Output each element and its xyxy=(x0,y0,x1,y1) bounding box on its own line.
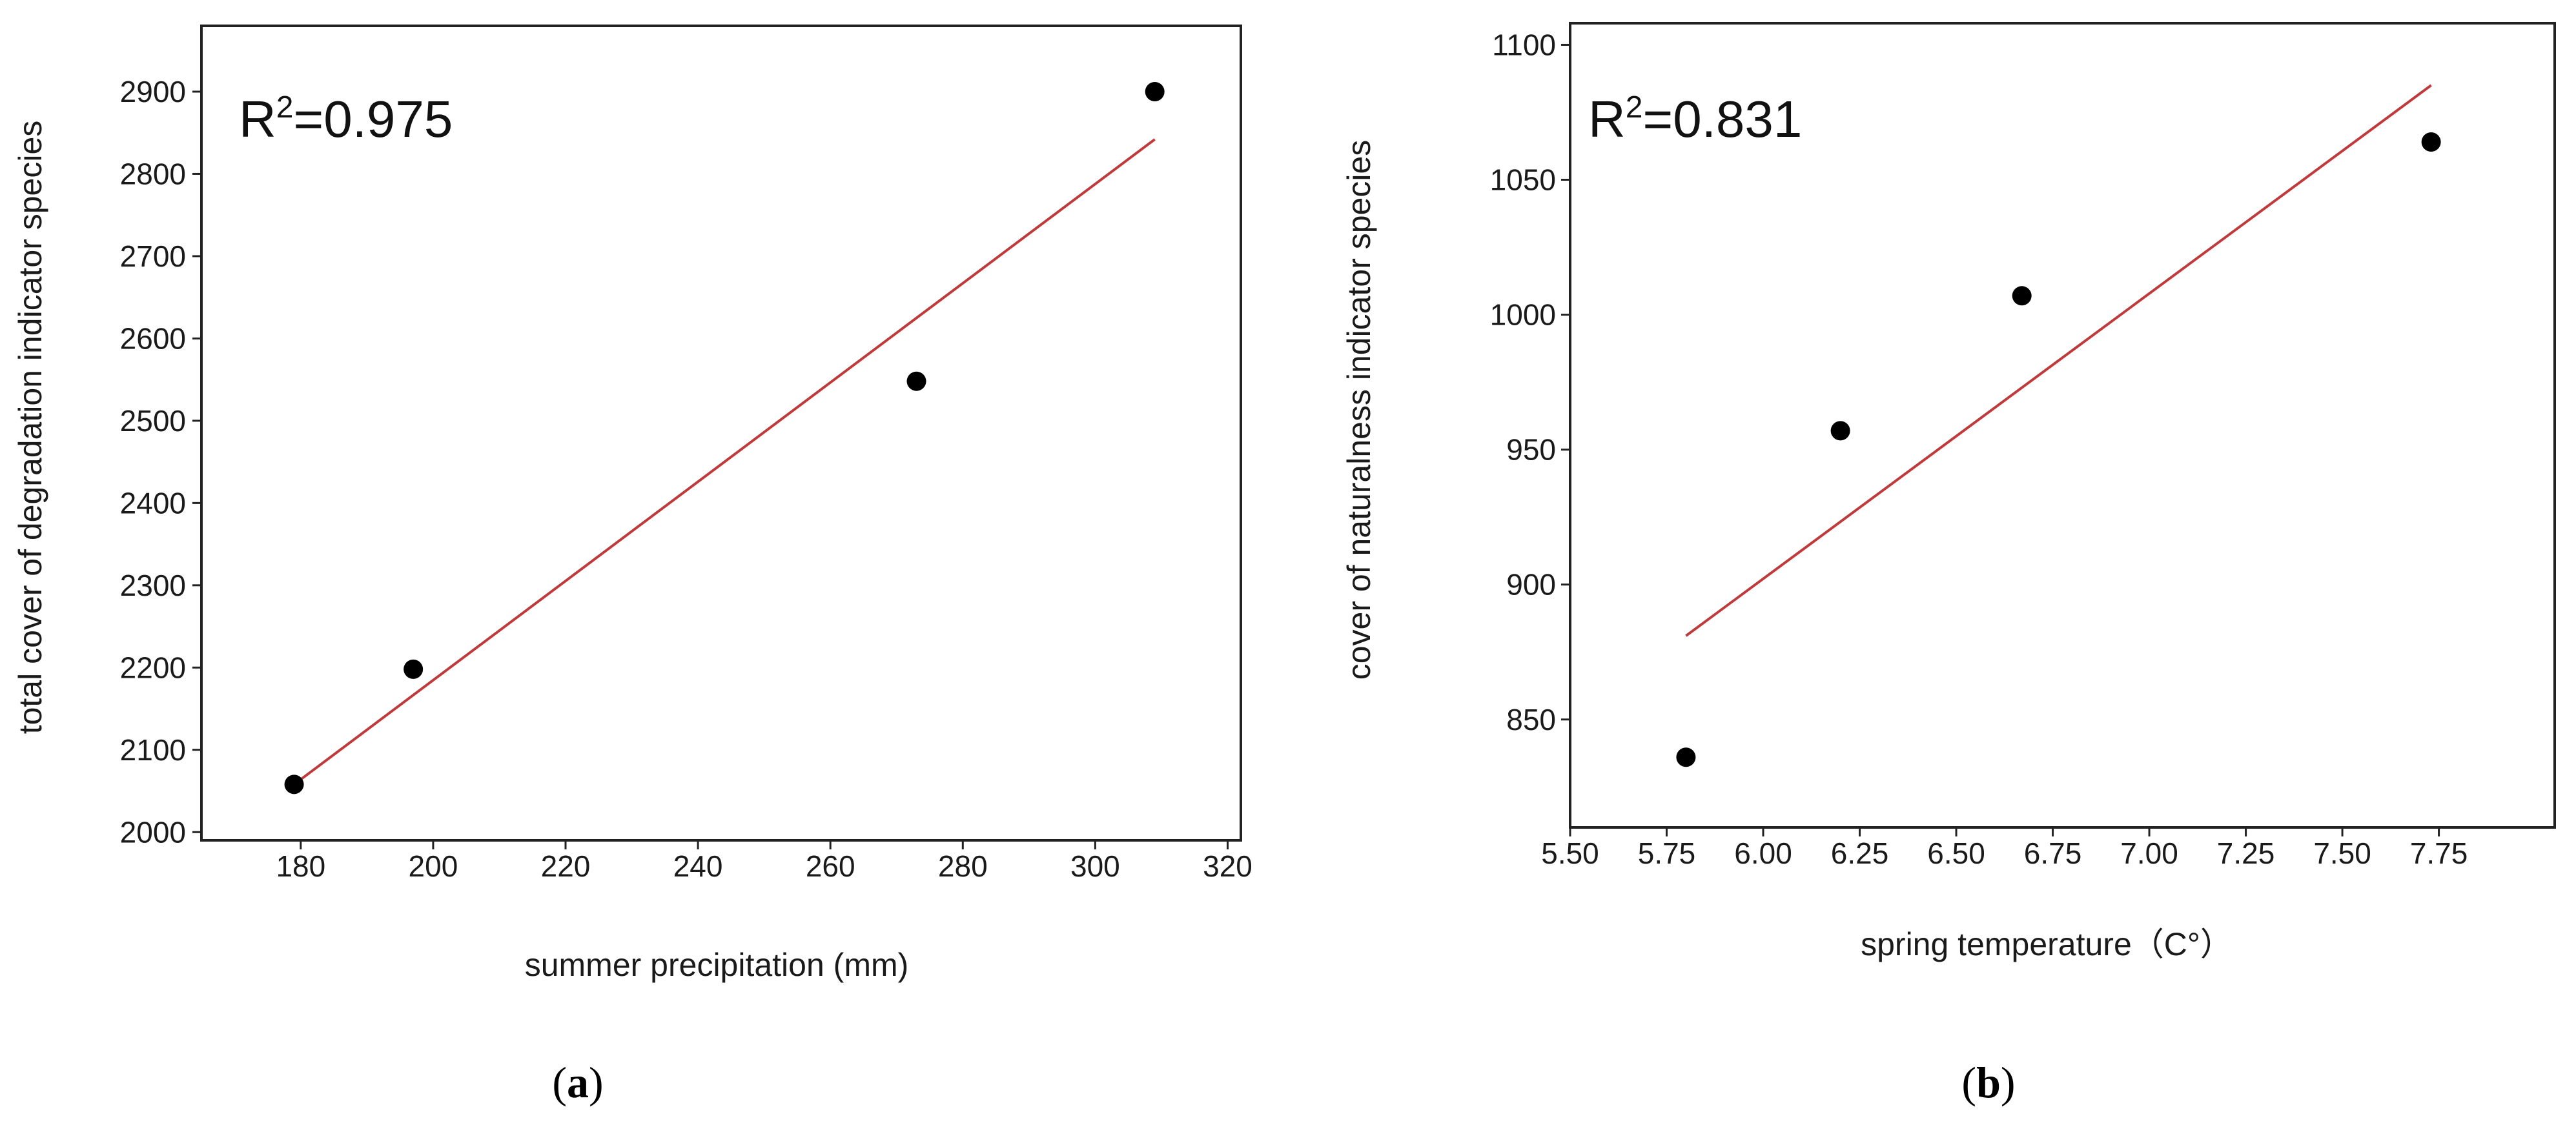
regression-line xyxy=(1685,84,2432,637)
x-tick-label: 7.00 xyxy=(2120,836,2178,870)
y-axis-title-a: total cover of degradation indicator spe… xyxy=(12,121,48,734)
data-point xyxy=(906,371,926,391)
panel-b: 850 900 950 1000 1050 1100 5.50 5.75 6.00 6.25 6.… xyxy=(1341,22,2556,1107)
x-tick-label: 240 xyxy=(673,849,723,883)
data-point xyxy=(284,775,304,795)
x-tick-label: 260 xyxy=(806,849,855,883)
data-point xyxy=(1145,81,1165,101)
y-tick-label: 950 xyxy=(1506,433,1556,467)
x-tick-label: 280 xyxy=(938,849,988,883)
y-tick-label: 2800 xyxy=(120,157,186,190)
data-point xyxy=(404,659,424,679)
x-tick-label: 7.25 xyxy=(2217,836,2275,870)
series-a xyxy=(284,81,1165,795)
y-tick-label: 2200 xyxy=(120,651,186,684)
regression-line xyxy=(293,138,1156,785)
y-tick-label: 1100 xyxy=(1492,28,1556,61)
x-tick-label: 200 xyxy=(409,849,458,883)
x-axis-title-a: summer precipitation (mm) xyxy=(525,947,909,983)
r-squared-annotation-b: R2=0.831 xyxy=(1588,90,1802,148)
x-axis-title-b: spring temperature（C°） xyxy=(1861,926,2233,962)
y-tick-label: 1050 xyxy=(1490,163,1556,197)
r-squared-annotation-a: R2=0.975 xyxy=(239,90,453,148)
y-ticks-b: 850 900 950 1000 1050 1100 xyxy=(1490,28,1570,736)
y-tick-label: 2300 xyxy=(120,569,186,602)
x-tick-label: 300 xyxy=(1070,849,1120,883)
y-tick-label: 900 xyxy=(1506,568,1556,602)
x-tick-label: 6.50 xyxy=(1927,836,1985,870)
x-tick-label: 320 xyxy=(1203,849,1252,883)
data-point xyxy=(1830,421,1850,441)
series-b xyxy=(1676,84,2441,767)
x-tick-label: 180 xyxy=(276,849,325,883)
panel-a: 2000 2100 2200 2300 2400 2500 2600 2700 2800 2900… xyxy=(12,25,1252,1107)
y-axis-title-b: cover of naturalness indicator species xyxy=(1341,140,1377,680)
x-tick-label: 7.50 xyxy=(2313,836,2371,870)
y-ticks-a: 2000 2100 2200 2300 2400 2500 2600 2700 2800 2900 xyxy=(120,75,201,849)
y-tick-label: 2900 xyxy=(120,75,186,108)
y-tick-label: 2600 xyxy=(120,321,186,355)
y-tick-label: 2500 xyxy=(120,404,186,438)
x-tick-label: 6.00 xyxy=(1734,836,1792,870)
x-tick-label: 220 xyxy=(541,849,591,883)
data-point xyxy=(2012,286,2032,306)
y-tick-label: 2000 xyxy=(120,815,186,849)
data-point xyxy=(2421,132,2441,152)
x-tick-label: 6.75 xyxy=(2024,836,2082,870)
y-tick-label: 1000 xyxy=(1490,298,1556,332)
x-tick-label: 6.25 xyxy=(1831,836,1889,870)
x-tick-label: 5.75 xyxy=(1638,836,1696,870)
data-point xyxy=(1676,747,1696,767)
panel-label-b: (b) xyxy=(1961,1058,2015,1107)
plot-frame-a xyxy=(200,25,1242,842)
x-ticks-a: 180 200 220 240 260 280 300 320 xyxy=(276,840,1252,883)
x-tick-label: 7.75 xyxy=(2410,836,2468,870)
y-tick-label: 2700 xyxy=(120,239,186,273)
x-ticks-b: 5.50 5.75 6.00 6.25 6.50 6.75 7.00 7.25 7.50 7.75 xyxy=(1541,827,2468,870)
y-tick-label: 850 xyxy=(1506,703,1556,736)
y-tick-label: 2100 xyxy=(120,733,186,767)
x-tick-label: 5.50 xyxy=(1541,836,1599,870)
plot-frame-b xyxy=(1569,22,2556,829)
panel-label-a: (a) xyxy=(552,1058,603,1107)
y-tick-label: 2400 xyxy=(120,486,186,520)
